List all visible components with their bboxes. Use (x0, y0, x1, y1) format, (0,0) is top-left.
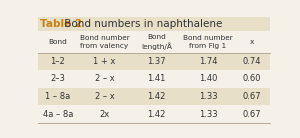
Text: x: x (250, 39, 254, 45)
Text: 2x: 2x (99, 110, 110, 119)
Text: Bond: Bond (49, 39, 67, 45)
Text: 1.74: 1.74 (199, 57, 218, 66)
Text: 1.42: 1.42 (147, 110, 166, 119)
Text: 0.67: 0.67 (243, 92, 262, 101)
Text: Bond
length/Å: Bond length/Å (141, 34, 172, 50)
Text: 0.60: 0.60 (243, 75, 261, 83)
Bar (38, 88, 270, 105)
Text: 1.42: 1.42 (147, 92, 166, 101)
Text: 0.67: 0.67 (243, 110, 262, 119)
Text: 1.40: 1.40 (199, 75, 217, 83)
Text: 1.37: 1.37 (147, 57, 166, 66)
Text: Bond numbers in naphthalene: Bond numbers in naphthalene (61, 19, 222, 29)
Text: 4a – 8a: 4a – 8a (43, 110, 73, 119)
Bar (38, 105, 270, 123)
Bar (38, 53, 270, 70)
Text: 1.41: 1.41 (147, 75, 166, 83)
Text: 1–2: 1–2 (51, 57, 65, 66)
Text: Table 2: Table 2 (40, 19, 82, 29)
Text: Bond number
from Fig 1: Bond number from Fig 1 (183, 35, 233, 49)
Bar (38, 70, 270, 88)
Bar (38, 31, 270, 53)
Bar (38, 17, 270, 31)
Text: 1 – 8a: 1 – 8a (45, 92, 70, 101)
Text: 2 – x: 2 – x (95, 75, 114, 83)
Text: 2 – x: 2 – x (95, 92, 114, 101)
Text: 1.33: 1.33 (199, 92, 218, 101)
Text: 0.74: 0.74 (243, 57, 261, 66)
Text: 1 + x: 1 + x (93, 57, 116, 66)
Text: 2–3: 2–3 (50, 75, 65, 83)
Text: 1.33: 1.33 (199, 110, 218, 119)
Text: Bond number
from valency: Bond number from valency (80, 35, 129, 49)
